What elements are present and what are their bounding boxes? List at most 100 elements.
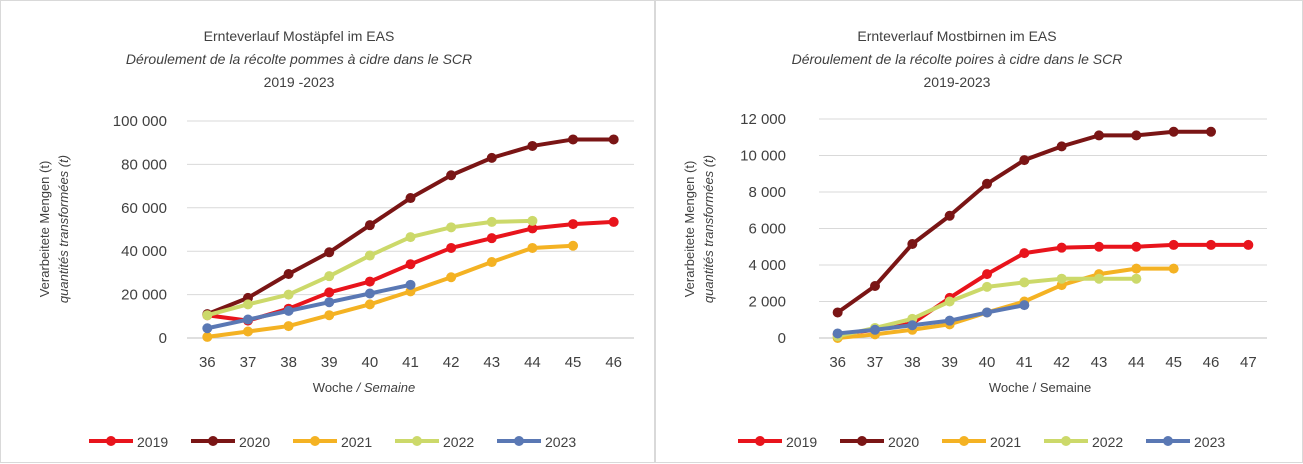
- data-point-2019: [1019, 248, 1030, 259]
- data-point-2020: [1056, 141, 1067, 152]
- data-point-2019: [568, 219, 579, 230]
- data-point-2023: [982, 307, 992, 318]
- data-point-2020: [364, 220, 375, 231]
- data-point-2019: [527, 223, 538, 234]
- x-tick-label: 40: [979, 354, 996, 371]
- data-point-2023: [832, 328, 843, 339]
- data-point-2022: [527, 215, 538, 226]
- data-point-2020: [1094, 130, 1104, 141]
- legend-label-2023: 2023: [545, 434, 576, 450]
- x-tick-label: 43: [483, 354, 500, 371]
- data-point-2019: [486, 233, 497, 244]
- data-point-2023: [242, 314, 253, 325]
- legend-label-2021: 2021: [990, 434, 1021, 450]
- data-point-2021: [324, 310, 335, 321]
- x-tick-label: 41: [1016, 354, 1033, 371]
- data-point-2020: [982, 178, 992, 189]
- x-tick-label: 39: [321, 354, 338, 371]
- legend-label-2020: 2020: [239, 434, 270, 450]
- chart-title: Ernteverlauf Mostäpfel im EAS: [204, 28, 395, 44]
- x-tick-label: 47: [1240, 354, 1257, 371]
- series-line-2021: [205, 243, 576, 339]
- data-point-2021: [364, 299, 375, 310]
- legend-label-2019: 2019: [137, 434, 168, 450]
- legend-marker-2023: [1163, 436, 1173, 446]
- data-point-2022: [283, 289, 294, 300]
- data-point-2023: [324, 297, 335, 308]
- y-axis-title: Verarbeitete Mengen (t): [682, 161, 697, 298]
- x-tick-label: 39: [941, 354, 958, 371]
- legend-marker-2022: [412, 436, 422, 446]
- data-point-2021: [568, 240, 579, 251]
- x-tick-label: 37: [867, 354, 884, 371]
- data-point-2022: [364, 250, 375, 261]
- data-point-2021: [1131, 263, 1142, 274]
- y-tick-label: 6 000: [748, 221, 786, 238]
- y-tick-label: 12 000: [740, 111, 786, 128]
- data-point-2022: [446, 222, 457, 233]
- data-point-2019: [364, 276, 375, 287]
- data-point-2022: [1056, 273, 1067, 284]
- x-tick-label: 44: [1128, 354, 1145, 371]
- data-point-2020: [283, 268, 294, 279]
- x-axis-title: Woche / Semaine: [989, 380, 1091, 395]
- data-point-2019: [1243, 239, 1254, 250]
- data-point-2023: [364, 288, 375, 299]
- data-point-2021: [283, 321, 294, 332]
- pear-harvest-chart: Ernteverlauf Mostbirnen im EAS Déroulemen…: [682, 28, 1267, 450]
- y-axis-title: Verarbeitete Mengen (t): [37, 161, 52, 298]
- data-point-2020: [944, 210, 955, 221]
- x-tick-label: 42: [1053, 354, 1070, 371]
- data-point-2023: [944, 315, 955, 326]
- data-point-2020: [446, 170, 457, 181]
- x-tick-label: 40: [362, 354, 379, 371]
- data-point-2019: [1206, 239, 1216, 250]
- data-point-2020: [608, 134, 619, 145]
- legend-label-2023: 2023: [1194, 434, 1225, 450]
- data-point-2022: [944, 296, 955, 307]
- legend-label-2022: 2022: [1092, 434, 1123, 450]
- data-point-2022: [324, 271, 335, 282]
- legend-marker-2021: [310, 436, 320, 446]
- y-tick-label: 40 000: [121, 243, 167, 260]
- data-point-2022: [1094, 273, 1104, 284]
- y-tick-label: 0: [159, 330, 167, 347]
- data-point-2022: [242, 299, 253, 310]
- data-point-2021: [446, 272, 457, 283]
- chart-years-label: 2019 -2023: [264, 74, 335, 90]
- x-tick-label: 46: [1203, 354, 1220, 371]
- y-tick-label: 100 000: [113, 113, 167, 130]
- y-tick-label: 2 000: [748, 294, 786, 311]
- data-point-2023: [870, 324, 880, 335]
- data-point-2020: [907, 239, 918, 250]
- x-tick-label: 38: [280, 354, 297, 371]
- data-point-2019: [405, 259, 416, 270]
- data-point-2020: [1131, 130, 1142, 141]
- data-point-2022: [1131, 273, 1142, 284]
- data-point-2023: [202, 323, 213, 334]
- x-axis-title: Woche / Semaine: [313, 380, 415, 395]
- data-point-2021: [202, 331, 213, 342]
- data-point-2020: [1019, 155, 1030, 166]
- data-point-2020: [527, 140, 538, 151]
- legend-marker-2020: [857, 436, 867, 446]
- y-axis-title-italic: quantités transformées (t): [56, 155, 71, 303]
- x-tick-label: 45: [565, 354, 582, 371]
- y-tick-label: 20 000: [121, 287, 167, 304]
- x-tick-label: 37: [240, 354, 257, 371]
- data-point-2022: [202, 310, 213, 321]
- data-point-2023: [1019, 300, 1030, 311]
- data-point-2020: [324, 247, 335, 258]
- legend-label-2019: 2019: [786, 434, 817, 450]
- chart-years-label: 2019-2023: [924, 74, 991, 90]
- data-point-2020: [870, 280, 880, 291]
- x-tick-label: 43: [1091, 354, 1108, 371]
- data-point-2019: [1131, 241, 1142, 252]
- data-point-2022: [486, 216, 497, 227]
- data-point-2021: [486, 257, 497, 268]
- y-axis-title-italic: quantités transformées (t): [701, 155, 716, 303]
- data-point-2022: [405, 232, 416, 243]
- legend-marker-2020: [208, 436, 218, 446]
- x-tick-label: 41: [402, 354, 419, 371]
